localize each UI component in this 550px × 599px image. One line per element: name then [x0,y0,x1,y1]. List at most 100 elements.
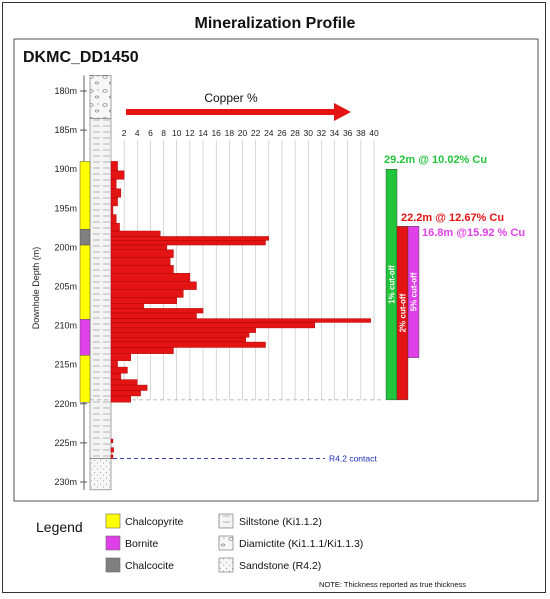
legend-item-sandstone: Sandstone (R4.2) [239,560,321,572]
copper-tick-label: 12 [185,128,195,138]
depth-tick-label: 225m [54,438,77,448]
copper-tick-label: 20 [238,128,248,138]
intercept-intervals: 1% cut-off 29.2m @ 10.02% Cu 2% cut-off 22.… [384,154,525,401]
contact-lines: R4.2 contact [113,454,377,464]
cutoff-label: 2% cut-off [399,293,408,332]
grade-bar [110,308,204,314]
legend-title: Legend [36,519,83,535]
grade-bar [110,390,141,397]
depth-tick-label: 210m [54,321,77,331]
grade-bar [110,332,250,338]
legend-item-chalcopyrite: Chalcopyrite [125,516,184,528]
grade-bar [110,222,120,232]
legend-swatch-chalcopyrite [105,513,121,529]
copper-tick-label: 36 [343,128,353,138]
mineral-column [79,161,91,403]
depth-tick-label: 200m [54,242,77,252]
copper-tick-label: 34 [330,128,340,138]
legend-swatch-bornite [105,535,121,551]
cutoff-label: 5% cut-off [410,272,419,311]
lithology-segment [89,75,112,119]
grade-bar [110,249,174,258]
grade-bar [110,447,114,453]
y-axis-label: Downhole Depth (m) [31,247,41,330]
lithology-segment [89,458,112,491]
grade-bar [110,236,270,241]
legend-swatch-sandstone [218,557,234,573]
grade-bar [110,205,114,215]
grade-bar [110,312,197,319]
lithology-column [89,75,112,491]
thickness-note: NOTE: Thickness reported as true thickne… [319,580,466,589]
grade-bar [110,230,161,237]
grade-bar [110,297,177,304]
legend-item-siltstone: Siltstone (Ki1.1.2) [239,516,322,528]
copper-tick-label: 4 [135,128,140,138]
interval-label: 29.2m @ 10.02% Cu [384,154,487,166]
grade-bar [110,188,122,198]
grade-bar [110,373,122,380]
mineral-segment [79,229,91,246]
depth-tick-label: 220m [54,399,77,409]
grade-bar [110,303,145,309]
grade-bar [110,322,316,329]
grade-bar [110,244,168,250]
interval-label: 22.2m @ 12.67% Cu [401,212,504,224]
copper-tick-label: 16 [211,128,221,138]
grade-bar [110,273,191,283]
lithology-segment [89,118,112,459]
legend-swatch-siltstone [218,513,234,529]
grade-bar [110,353,131,361]
cutoff-label: 1% cut-off [388,265,397,304]
grade-bar [110,379,138,386]
copper-axis-ticks: 2 4 6 8 10 12 14 16 18 20 22 24 26 28 30 32 34 36 38 40 [122,128,379,138]
grade-bar [110,281,197,290]
mineral-segment [79,161,91,230]
mineralization-chart: Mineralization Profile DKMC_DD1450 180m 1… [13,15,539,589]
interval-bar [407,226,420,358]
grade-bar [110,257,171,266]
legend-item-chalcocite: Chalcocite [125,560,174,572]
plot-panel [13,38,539,502]
copper-tick-label: 24 [264,128,274,138]
contact-label: R4.2 contact [329,454,377,464]
copper-tick-label: 2 [122,128,127,138]
grade-bar [110,214,117,224]
grade-bar [110,240,266,246]
grade-bar [110,395,131,403]
grade-bar [110,265,174,274]
chart-title: Mineralization Profile [195,15,356,32]
copper-tick-label: 10 [172,128,182,138]
hole-id: DKMC_DD1450 [23,49,139,66]
depth-tick-label: 185m [54,125,77,135]
copper-tick-label: 40 [369,128,379,138]
grade-bar [110,360,118,368]
grade-bar [110,179,117,189]
copper-tick-label: 32 [317,128,327,138]
legend: Legend Chalcopyrite Bornite Chalcocite S… [36,513,363,573]
depth-tick-label: 180m [54,86,77,96]
grade-bar [110,161,118,171]
figure-frame: Mineralization Profile DKMC_DD1450 180m 1… [2,2,546,593]
depth-tick-label: 190m [54,164,77,174]
copper-tick-label: 22 [251,128,261,138]
copper-tick-label: 18 [225,128,235,138]
grade-bar [110,341,266,348]
copper-axis-arrow: Copper % [126,91,351,121]
grade-bars [110,161,371,459]
x-axis-label: Copper % [204,91,258,105]
copper-tick-label: 8 [161,128,166,138]
grade-bar [110,289,184,298]
grade-bar [110,384,148,391]
grade-bar [110,327,256,333]
copper-tick-label: 30 [304,128,314,138]
grade-bar [110,347,174,354]
copper-tick-label: 14 [198,128,208,138]
depth-tick-label: 195m [54,203,77,213]
grade-bar [110,454,114,459]
grade-bar [110,438,114,444]
mineral-segment [79,244,91,320]
grade-bar [110,366,128,374]
depth-tick-label: 205m [54,282,77,292]
legend-swatch-chalcocite [105,557,121,573]
